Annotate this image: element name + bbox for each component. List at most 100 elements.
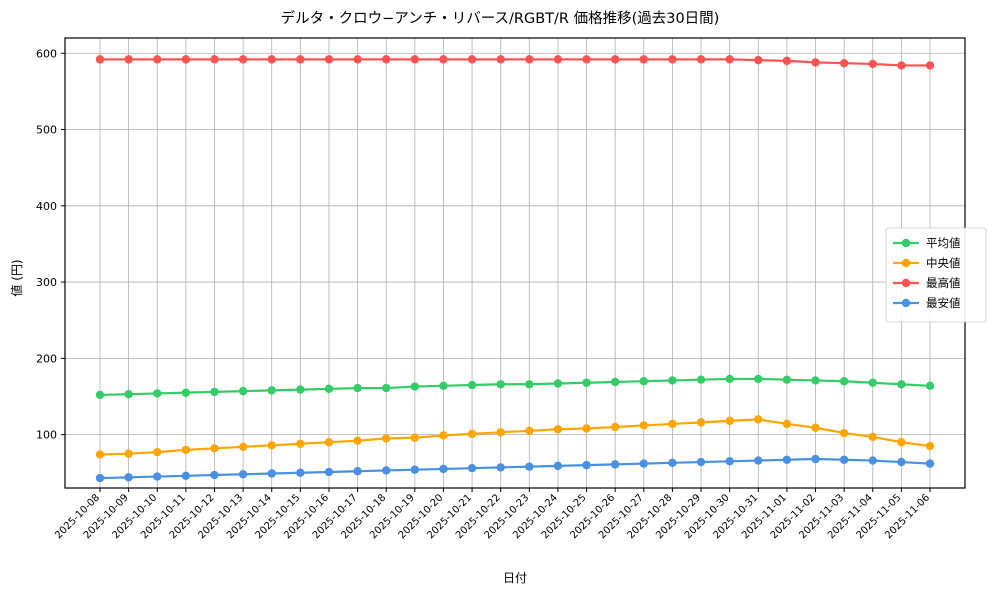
data-point-marker bbox=[782, 56, 792, 66]
data-point-marker bbox=[238, 470, 248, 479]
data-point-marker bbox=[839, 377, 849, 386]
axis-tick-marks bbox=[61, 52, 931, 492]
data-point-marker bbox=[267, 386, 276, 395]
data-point-marker bbox=[324, 384, 334, 394]
data-point-marker bbox=[811, 423, 820, 432]
data-point-marker bbox=[124, 389, 133, 399]
series-line bbox=[98, 377, 932, 397]
data-point-marker bbox=[610, 422, 620, 432]
data-point-marker bbox=[95, 390, 105, 400]
data-point-marker bbox=[897, 438, 906, 447]
y-axis-label: 値 (円) bbox=[9, 259, 24, 296]
legend-entry-label: 中央値 bbox=[926, 256, 961, 270]
data-point-marker bbox=[410, 382, 420, 391]
legend-entry-label: 最安値 bbox=[926, 296, 961, 310]
data-point-marker bbox=[639, 377, 648, 386]
data-point-marker bbox=[610, 55, 620, 64]
data-point-marker bbox=[754, 55, 763, 65]
data-point-marker bbox=[467, 55, 477, 64]
data-point-marker bbox=[153, 55, 162, 64]
data-point-marker bbox=[439, 55, 448, 64]
data-point-marker bbox=[124, 449, 133, 458]
data-point-marker bbox=[296, 385, 305, 394]
data-point-marker bbox=[181, 471, 191, 480]
data-point-marker bbox=[382, 466, 391, 475]
data-series-group bbox=[95, 55, 935, 483]
data-point-marker bbox=[153, 389, 162, 398]
data-point-marker bbox=[267, 441, 276, 450]
data-point-marker bbox=[324, 55, 334, 64]
legend-entry-label: 平均値 bbox=[926, 236, 961, 250]
data-point-marker bbox=[210, 387, 219, 397]
data-point-marker bbox=[582, 424, 591, 433]
data-point-marker bbox=[696, 418, 706, 427]
data-point-marker bbox=[153, 472, 162, 481]
data-point-marker bbox=[782, 419, 792, 429]
data-point-marker bbox=[696, 457, 706, 467]
data-point-marker bbox=[754, 415, 763, 424]
data-point-marker bbox=[782, 375, 792, 384]
data-point-marker bbox=[267, 469, 276, 478]
data-point-marker bbox=[496, 428, 505, 437]
data-point-marker bbox=[181, 388, 191, 397]
y-tick-label: 200 bbox=[36, 352, 57, 365]
data-point-marker bbox=[868, 432, 877, 442]
data-point-marker bbox=[610, 460, 620, 469]
data-point-marker bbox=[725, 374, 734, 384]
data-point-marker bbox=[868, 378, 877, 387]
legend-marker bbox=[901, 258, 911, 268]
data-point-marker bbox=[925, 381, 935, 390]
legend-marker bbox=[901, 238, 911, 248]
data-point-marker bbox=[897, 380, 906, 389]
data-point-marker bbox=[839, 428, 849, 438]
data-point-marker bbox=[811, 454, 820, 464]
x-axis-tick-labels: 2025-10-082025-10-092025-10-102025-10-11… bbox=[53, 492, 932, 541]
data-point-marker bbox=[839, 455, 849, 464]
data-point-marker bbox=[868, 59, 877, 69]
data-point-marker bbox=[553, 55, 563, 64]
data-point-marker bbox=[353, 467, 362, 476]
data-point-marker bbox=[410, 433, 420, 442]
data-point-marker bbox=[382, 383, 391, 393]
data-point-marker bbox=[210, 55, 219, 64]
data-point-marker bbox=[897, 61, 906, 70]
data-point-marker bbox=[668, 376, 677, 385]
data-point-marker bbox=[296, 439, 305, 448]
data-point-marker bbox=[210, 470, 219, 480]
data-point-marker bbox=[410, 55, 420, 64]
data-point-marker bbox=[811, 58, 820, 67]
data-point-marker bbox=[382, 55, 391, 64]
data-point-marker bbox=[553, 379, 563, 388]
data-point-marker bbox=[525, 380, 534, 389]
data-point-marker bbox=[181, 445, 191, 455]
data-point-marker bbox=[668, 55, 677, 64]
data-point-marker bbox=[610, 377, 620, 387]
data-point-marker bbox=[525, 426, 534, 435]
data-point-marker bbox=[925, 441, 935, 451]
data-point-marker bbox=[839, 58, 849, 68]
data-point-marker bbox=[95, 55, 105, 64]
y-axis-tick-labels: 100 200 300 400 500 600 bbox=[36, 47, 57, 441]
data-point-marker bbox=[439, 431, 448, 440]
legend-marker bbox=[901, 298, 911, 308]
series-line bbox=[98, 58, 932, 67]
data-point-marker bbox=[811, 376, 820, 385]
data-point-marker bbox=[553, 461, 563, 471]
data-point-marker bbox=[124, 55, 133, 64]
data-point-marker bbox=[296, 468, 305, 477]
y-tick-label: 100 bbox=[36, 429, 57, 442]
data-point-marker bbox=[238, 442, 248, 452]
data-point-marker bbox=[467, 429, 477, 439]
data-point-marker bbox=[496, 463, 505, 472]
data-point-marker bbox=[725, 55, 734, 64]
data-point-marker bbox=[382, 434, 391, 443]
data-point-marker bbox=[668, 419, 677, 429]
data-point-marker bbox=[782, 455, 792, 464]
series-line bbox=[98, 457, 932, 480]
data-point-marker bbox=[324, 467, 334, 477]
legend-background bbox=[885, 227, 987, 323]
data-point-marker bbox=[582, 378, 591, 387]
